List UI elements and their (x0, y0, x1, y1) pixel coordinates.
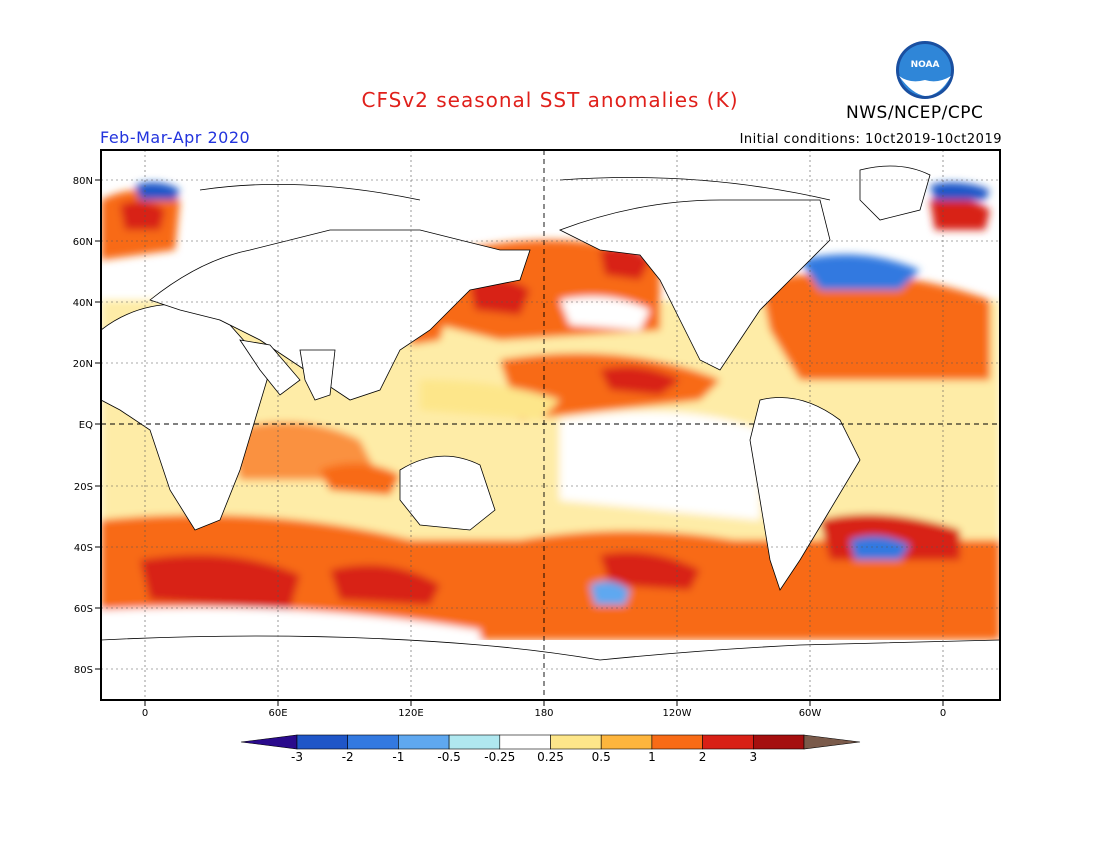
colorbar (240, 734, 861, 750)
logo-text: NOAA (911, 60, 940, 70)
lat-label: 80N (73, 176, 93, 187)
lat-label: 40N (73, 298, 93, 309)
colorbar-swatch (347, 734, 399, 750)
reference-lines (101, 150, 1000, 700)
lat-label: 20N (73, 359, 93, 370)
chart-title: CFSv2 seasonal SST anomalies (K) (361, 88, 739, 112)
colorbar-swatch (550, 734, 602, 750)
colorbar-label: -1 (392, 750, 404, 764)
org-label: NWS/NCEP/CPC (846, 103, 984, 123)
lon-label: 60E (268, 708, 287, 719)
lon-label: 120E (398, 708, 423, 719)
colorbar-swatch (448, 734, 501, 750)
lon-label: 0 (940, 708, 946, 719)
colorbar-max-arrow (803, 734, 861, 750)
colorbar-label: 2 (699, 750, 707, 764)
colorbar-labels: -3 -2 -1 -0.5 -0.25 0.25 0.5 1 2 3 (291, 750, 757, 764)
lat-label: EQ (79, 420, 93, 431)
colorbar-label: -2 (342, 750, 354, 764)
latitude-labels: 80N 60N 40N 20N EQ 20S 40S 60S 80S (73, 176, 93, 676)
lon-label: 0 (142, 708, 148, 719)
colorbar-label: -0.25 (484, 750, 515, 764)
anomaly-field (101, 150, 1000, 700)
initial-conditions: Initial conditions: 10ct2019-10ct2019 (739, 132, 1002, 147)
colorbar-label: -3 (291, 750, 303, 764)
colorbar-min-arrow (240, 734, 298, 750)
colorbar-swatch (398, 734, 450, 750)
lon-label: 60W (799, 708, 822, 719)
colorbar-label: 3 (749, 750, 757, 764)
coastlines (101, 165, 1000, 700)
lat-label: 40S (74, 543, 93, 554)
lat-label: 20S (74, 482, 93, 493)
lat-label: 60S (74, 604, 93, 615)
colorbar-label: 0.5 (592, 750, 611, 764)
lat-label: 80S (74, 665, 93, 676)
lon-label: 120W (663, 708, 692, 719)
colorbar-swatch (752, 734, 805, 750)
colorbar-label: 0.25 (537, 750, 564, 764)
season-label: Feb-Mar-Apr 2020 (100, 128, 251, 147)
colorbar-swatch (702, 734, 754, 750)
grid-lines (101, 150, 1000, 700)
colorbar-swatch (499, 734, 551, 750)
longitude-labels: 0 60E 120E 180 120W 60W 0 (142, 708, 946, 719)
colorbar-swatch (651, 734, 703, 750)
lon-label: 180 (534, 708, 553, 719)
colorbar-swatch (600, 734, 653, 750)
plot-frame (100, 149, 1001, 701)
colorbar-label: -0.5 (437, 750, 460, 764)
colorbar-swatch (296, 734, 349, 750)
noaa-logo-icon: NOAA (896, 41, 954, 99)
colorbar-label: 1 (648, 750, 656, 764)
lat-label: 60N (73, 237, 93, 248)
